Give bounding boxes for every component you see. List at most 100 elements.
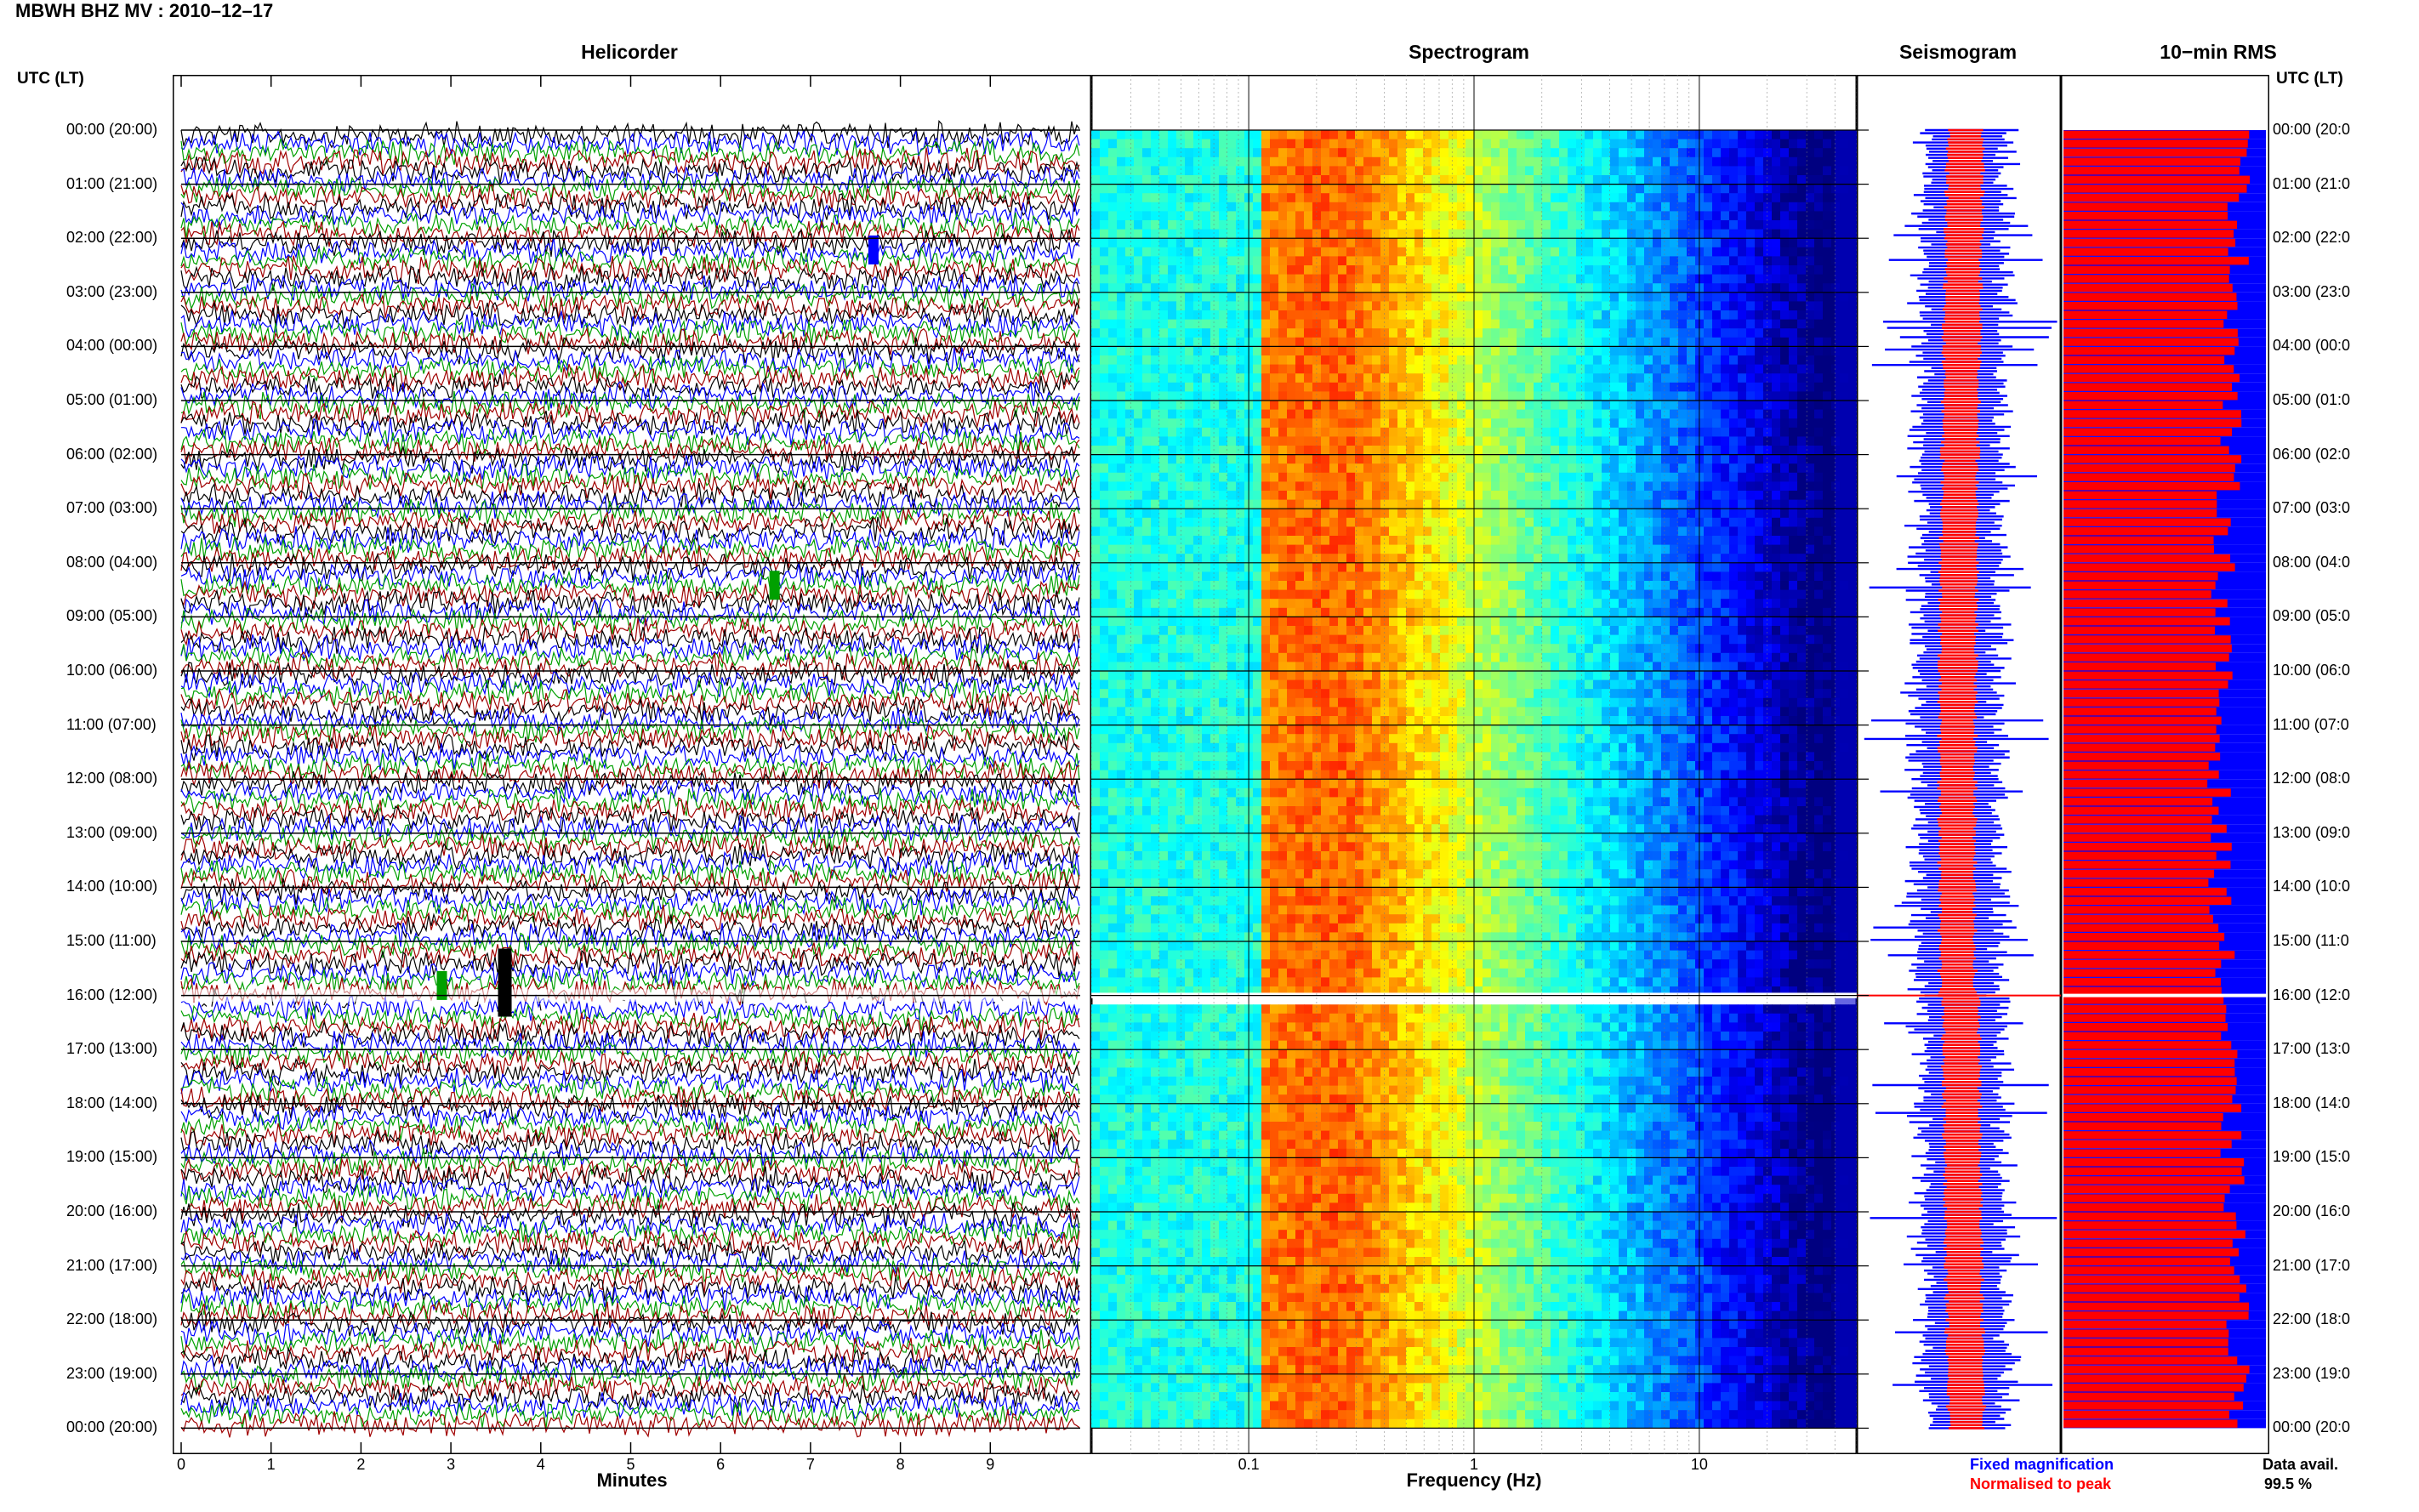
spectrogram-cell [1100,491,1109,501]
spectrogram-cell [1457,382,1466,392]
spectrogram-cell [1108,364,1118,374]
spectrogram-cell [1610,346,1619,356]
spectrogram-cell [1814,328,1824,338]
spectrogram-cell [1704,247,1713,257]
spectrogram-cell [1338,454,1347,464]
spectrogram-cell [1100,130,1109,140]
spectrogram-cell [1806,346,1815,356]
spectrogram-cell [1500,130,1509,140]
spectrogram-cell [1593,229,1602,239]
spectrogram-cell [1193,409,1203,419]
spectrogram-cell [1797,283,1807,293]
spectrogram-cell [1295,571,1305,582]
spectrogram-cell [1525,373,1534,384]
spectrogram-cell [1525,364,1534,374]
spectrogram-cell [1491,463,1500,474]
helicorder-trace-row [180,462,1080,492]
spectrogram-cell [1823,319,1832,329]
spectrogram-cell [1295,139,1305,149]
spectrogram-cell [1168,148,1177,158]
spectrogram-cell [1372,599,1381,609]
spectrogram-cell [1091,355,1101,366]
rms-title: 10−min RMS [2160,41,2277,63]
spectrogram-cell [1202,463,1211,474]
spectrogram-cell [1397,130,1407,140]
spectrogram-cell [1363,292,1373,302]
helicorder-trace-row [180,723,1080,753]
spectrogram-cell [1312,256,1322,266]
spectrogram-cell [1500,184,1509,194]
left-time-tick: 06:00 (02:00) [66,445,158,463]
spectrogram-cell [1474,283,1483,293]
spectrogram-cell [1372,319,1381,329]
spectrogram-cell [1227,310,1237,321]
spectrogram-cell [1193,184,1203,194]
spectrogram-cell [1525,544,1534,554]
spectrogram-cell [1397,175,1407,185]
spectrogram-cell [1219,156,1228,167]
spectrogram-cell [1346,491,1356,501]
spectrogram-cell [1755,454,1764,464]
spectrogram-cell [1678,346,1688,356]
spectrogram-cell [1185,589,1194,600]
spectrogram-cell [1287,491,1296,501]
spectrogram-cell [1687,589,1696,600]
helicorder-xlabel: Minutes [596,1469,668,1491]
spectrogram-cell [1610,238,1619,248]
spectrogram-cell [1525,274,1534,284]
spectrogram-cell [1423,382,1432,392]
spectrogram-cell [1304,571,1313,582]
spectrogram-cell [1295,292,1305,302]
spectrogram-cell [1508,418,1517,429]
spectrogram-cell [1610,229,1619,239]
spectrogram-cell [1814,373,1824,384]
spectrogram-cell [1380,256,1390,266]
spectrogram-cell [1789,301,1798,311]
spectrogram-cell [1678,581,1688,591]
spectrogram-cell [1636,373,1645,384]
spectrogram-cell [1483,274,1492,284]
spectrogram-cell [1346,517,1356,527]
spectrogram-cell [1772,517,1781,527]
spectrogram-cell [1372,238,1381,248]
spectrogram-cell [1704,499,1713,509]
spectrogram-cell [1534,526,1543,537]
spectrogram-cell [1397,292,1407,302]
spectrogram-cell [1789,310,1798,321]
spectrogram-cell [1168,256,1177,266]
spectrogram-cell [1117,436,1126,446]
spectrogram-cell [1534,463,1543,474]
spectrogram-cell [1466,139,1475,149]
spectrogram-cell [1168,481,1177,492]
spectrogram-cell [1261,571,1271,582]
spectrogram-cell [1431,454,1441,464]
spectrogram-cell [1278,436,1288,446]
spectrogram-cell [1653,418,1662,429]
spectrogram-cell [1423,581,1432,591]
spectrogram-cell [1219,274,1228,284]
left-time-tick: 07:00 (03:00) [66,499,158,517]
spectrogram-cell [1559,581,1568,591]
spectrogram-cell [1236,382,1245,392]
spectrogram-cell [1797,130,1807,140]
spectrogram-cell [1423,148,1432,158]
spectrogram-cell [1636,517,1645,527]
spectrogram-cell [1125,517,1135,527]
spectrogram-cell [1823,364,1832,374]
spectrogram-cell [1363,364,1373,374]
spectrogram-cell [1278,156,1288,167]
spectrogram-cell [1329,130,1339,140]
spectrogram-cell [1321,328,1330,338]
spectrogram-cell [1287,589,1296,600]
spectrogram-cell [1457,509,1466,519]
spectrogram-cell [1449,319,1458,329]
spectrogram-cell [1151,139,1160,149]
spectrogram-cell [1270,301,1279,311]
spectrogram-cell [1602,409,1611,419]
spectrogram-cell [1312,409,1322,419]
spectrogram-cell [1236,373,1245,384]
spectrogram-cell [1746,589,1756,600]
spectrogram-cell [1372,436,1381,446]
spectrogram-cell [1253,401,1262,411]
spectrogram-cell [1227,517,1237,527]
